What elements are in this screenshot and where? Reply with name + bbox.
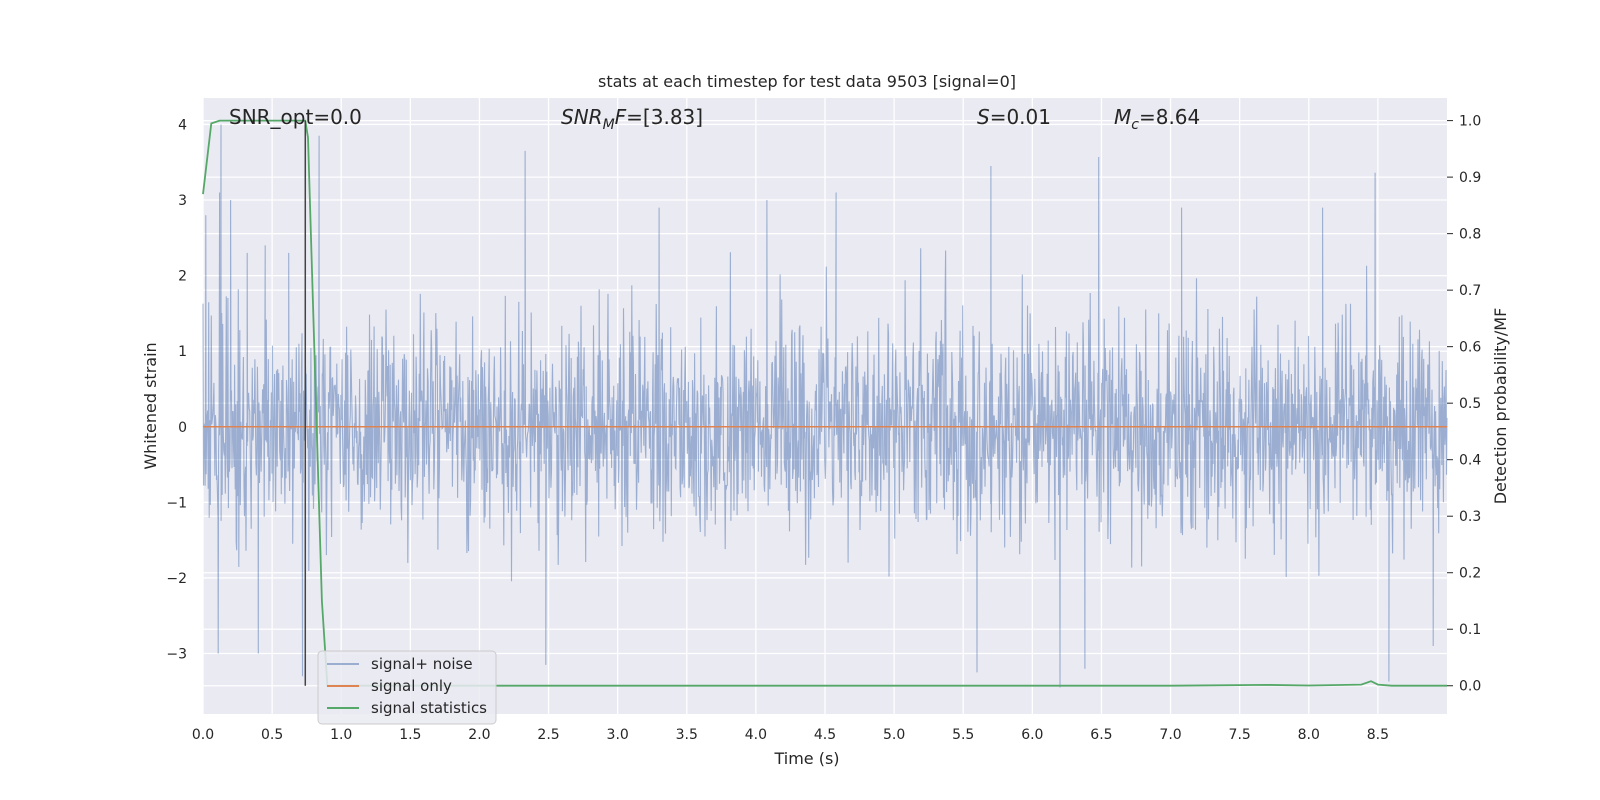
x-tick-label: 3.5 [676, 727, 698, 743]
annotation-mc: Mc=8.64 [1114, 105, 1200, 133]
x-tick-label: 8.0 [1298, 727, 1320, 743]
annotation-mc-symbol: M [1114, 105, 1131, 129]
x-tick-label: 4.0 [745, 727, 767, 743]
annotation-s-symbol: S [977, 105, 990, 129]
right-y-tick-label: 0.5 [1459, 396, 1481, 412]
right-y-tick-label: 0.0 [1459, 679, 1481, 695]
left-y-axis-label: Whitened strain [141, 342, 160, 469]
left-y-tick-label: 2 [178, 269, 187, 285]
left-y-tick-label: 3 [178, 193, 187, 209]
left-y-tick-label: 0 [178, 420, 187, 436]
x-tick-label: 1.0 [330, 727, 352, 743]
x-tick-label: 5.0 [883, 727, 905, 743]
x-tick-label: 2.0 [468, 727, 490, 743]
x-tick-label: 7.0 [1159, 727, 1181, 743]
left-y-tick-label: 4 [178, 117, 187, 133]
x-tick-label: 0.0 [192, 727, 214, 743]
x-tick-label: 1.5 [399, 727, 421, 743]
legend: signal+ noise signal only signal statist… [317, 650, 497, 725]
x-tick-label: 7.5 [1229, 727, 1251, 743]
left-y-tick-label: −1 [166, 495, 187, 511]
annotation-mc-value: =8.64 [1139, 105, 1200, 129]
left-y-tick-label: 1 [178, 344, 187, 360]
right-y-tick-label: 0.9 [1459, 170, 1481, 186]
right-y-tick-label: 0.3 [1459, 509, 1481, 525]
right-y-tick-label: 0.1 [1459, 622, 1481, 638]
right-y-axis-label: Detection probability/MF [1491, 308, 1510, 505]
chart-title: stats at each timestep for test data 950… [598, 72, 1016, 91]
annotation-s-value: =0.01 [990, 105, 1051, 129]
annotation-snr-mf-symbol-2: F [615, 105, 627, 129]
x-tick-label: 5.5 [952, 727, 974, 743]
legend-box [317, 650, 497, 725]
right-y-axis-ticks: 0.0 0.1 0.2 0.3 0.4 0.5 0.6 0.7 0.8 0.9 1.0 [1447, 114, 1481, 695]
series-signal-noise [202, 124, 1448, 688]
x-tick-label: 6.5 [1090, 727, 1112, 743]
annotation-snr-mf-symbol: SNR [561, 105, 603, 129]
right-y-tick-label: 1.0 [1459, 114, 1481, 130]
x-tick-label: 2.5 [537, 727, 559, 743]
left-y-axis-ticks: −3 −2 −1 0 1 2 3 4 [166, 117, 187, 662]
right-y-tick-label: 0.8 [1459, 227, 1481, 243]
x-tick-label: 4.5 [814, 727, 836, 743]
annotation-mc-subscript: c [1131, 117, 1139, 133]
x-axis-label: Time (s) [773, 749, 839, 768]
legend-label-signal-only: signal only [371, 677, 452, 695]
legend-label-signal-noise: signal+ noise [371, 655, 473, 673]
x-tick-label: 8.5 [1367, 727, 1389, 743]
legend-label-signal-statistics: signal statistics [371, 699, 487, 717]
annotation-s: S=0.01 [977, 105, 1051, 129]
annotation-snr-mf: SNRMF=[3.83] [561, 105, 703, 133]
left-y-tick-label: −3 [166, 647, 187, 663]
left-y-tick-label: −2 [166, 571, 187, 587]
signal-noise-line [202, 124, 1448, 688]
x-tick-label: 0.5 [261, 727, 283, 743]
x-tick-label: 6.0 [1021, 727, 1043, 743]
right-y-tick-label: 0.6 [1459, 340, 1481, 356]
annotation-snr-opt: SNR_opt=0.0 [229, 105, 362, 129]
x-tick-label: 3.0 [607, 727, 629, 743]
right-y-tick-label: 0.7 [1459, 283, 1481, 299]
right-y-tick-label: 0.4 [1459, 453, 1481, 469]
annotation-snr-mf-subscript: M [603, 117, 615, 133]
annotation-snr-mf-value: =[3.83] [626, 105, 703, 129]
x-axis-ticks: 0.0 0.5 1.0 1.5 2.0 2.5 3.0 3.5 4.0 4.5 5.0 5.5 6.0 6… [192, 727, 1389, 743]
right-y-tick-label: 0.2 [1459, 566, 1481, 582]
